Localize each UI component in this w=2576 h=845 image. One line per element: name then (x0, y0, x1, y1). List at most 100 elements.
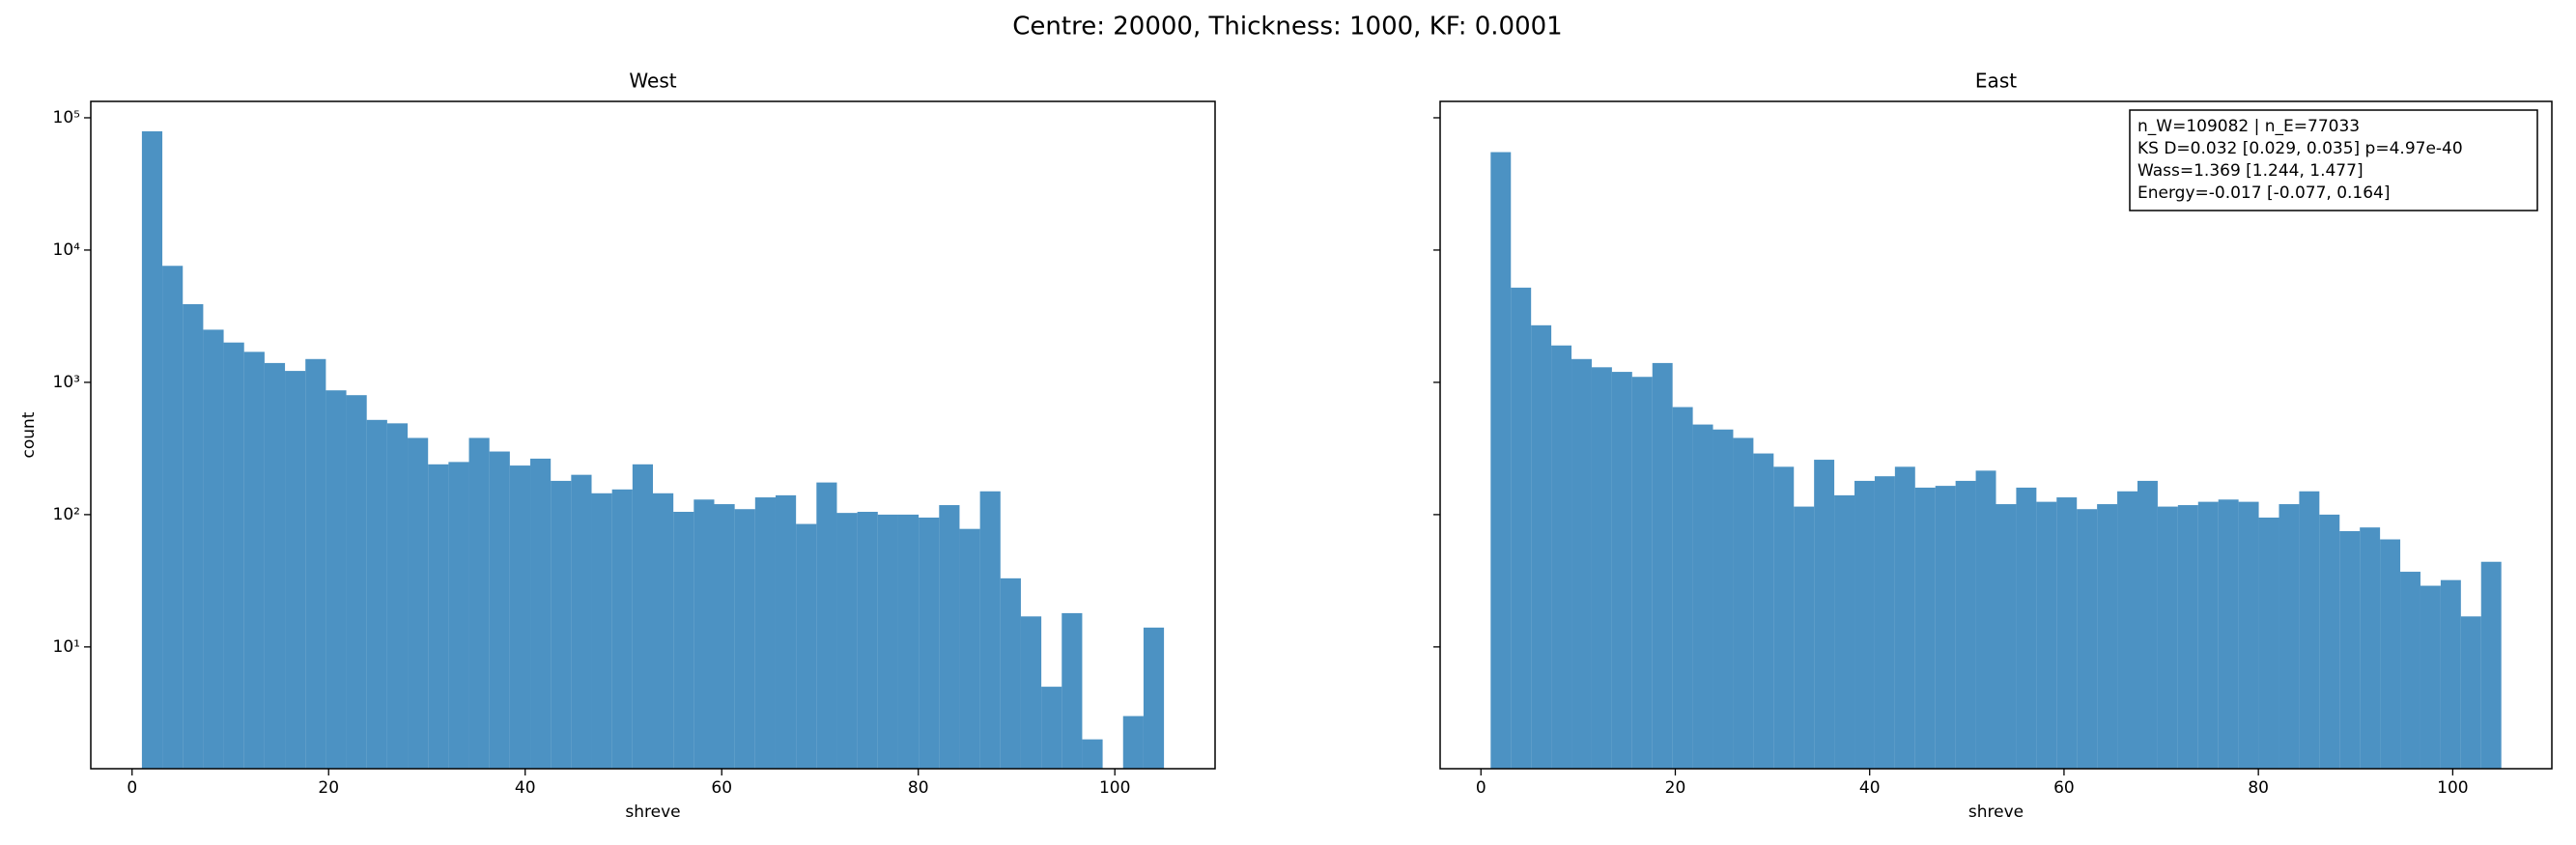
bar (223, 342, 244, 769)
bar (754, 497, 776, 769)
bar (2077, 509, 2098, 769)
bar (162, 266, 184, 769)
bar (877, 514, 898, 769)
axes-frame (90, 100, 1216, 770)
bar (1571, 358, 1592, 769)
bar (1935, 486, 1956, 769)
bar (1631, 377, 1653, 769)
bar (571, 474, 592, 769)
bar (591, 493, 612, 769)
bars (1490, 152, 2502, 769)
bar (183, 303, 204, 769)
x-tick-label: 40 (1859, 778, 1881, 798)
bar (2238, 501, 2259, 769)
bar (243, 352, 265, 769)
bar (979, 491, 1001, 769)
x-tick-label: 80 (2248, 778, 2269, 798)
bar (2117, 491, 2137, 769)
bar (1894, 466, 1915, 769)
bar (2197, 501, 2219, 769)
bar (1652, 362, 1673, 769)
bar (2440, 579, 2461, 769)
x-tick-label: 20 (318, 778, 339, 798)
bar (1955, 480, 1976, 769)
annotation-box (2129, 109, 2538, 211)
bar (2218, 499, 2239, 769)
bar (2177, 505, 2198, 769)
bar (1020, 616, 1042, 769)
x-tick-label: 60 (2053, 778, 2075, 798)
bar (285, 371, 306, 769)
bars (141, 130, 1165, 769)
bar (2380, 539, 2401, 769)
bar (1000, 577, 1021, 769)
y-tick-label: 10⁵ (53, 108, 80, 127)
bar (2097, 504, 2118, 769)
y-tick-label: 10¹ (53, 637, 80, 657)
bar (1551, 345, 1572, 769)
bar (653, 493, 674, 769)
bar (1490, 152, 1512, 769)
bar (2137, 480, 2158, 769)
bar (530, 458, 552, 769)
bar (2480, 561, 2502, 769)
bar (2056, 497, 2078, 769)
bar (1143, 627, 1165, 769)
x-tick-label: 40 (515, 778, 536, 798)
bar (1122, 716, 1144, 769)
bar (1975, 470, 1996, 769)
bar (551, 480, 572, 769)
annotation-line: KS D=0.032 [0.029, 0.035] p=4.97e-40 (2137, 139, 2463, 158)
bar (1511, 287, 1532, 769)
bar (796, 523, 817, 769)
bar (1874, 476, 1895, 769)
x-tick-label: 100 (2437, 778, 2468, 798)
bar (489, 451, 510, 769)
bar (694, 499, 715, 769)
bar (1531, 324, 1552, 769)
bar (1794, 506, 1815, 769)
bar (509, 465, 531, 769)
bar (2339, 531, 2361, 769)
bar (2299, 491, 2320, 769)
bar (2420, 585, 2441, 769)
bar (305, 358, 326, 769)
bar (857, 511, 878, 769)
figure-title: Centre: 20000, Thickness: 1000, KF: 0.00… (1012, 13, 1562, 42)
bar (448, 462, 469, 769)
bar (1814, 460, 1835, 769)
bar (326, 390, 347, 769)
axes-title: West (629, 70, 676, 93)
y-tick-label: 10³ (53, 373, 80, 392)
bar (2400, 572, 2420, 769)
y-tick-label: 10⁴ (53, 240, 81, 260)
bar (632, 464, 653, 769)
bar (734, 509, 755, 769)
bar (775, 494, 797, 769)
bar (2036, 501, 2057, 769)
annotation-line: Wass=1.369 [1.244, 1.477] (2137, 161, 2364, 181)
bar (1996, 504, 2017, 769)
bar (959, 528, 980, 769)
bar (1591, 367, 1612, 769)
annotation-line: n_W=109082 | n_E=77033 (2137, 117, 2360, 136)
bar (673, 511, 694, 769)
bar (1854, 480, 1875, 769)
x-tick-label: 100 (1099, 778, 1130, 798)
bar (2157, 506, 2178, 769)
bar (468, 437, 490, 769)
bar (2319, 514, 2340, 769)
x-tick-label: 0 (127, 778, 137, 798)
x-axis-label: shreve (1968, 803, 2024, 822)
axes-title: East (1975, 70, 2017, 93)
bar (897, 514, 920, 769)
bar (1611, 372, 1632, 769)
bar (1773, 466, 1795, 769)
bar (1082, 739, 1103, 769)
bar (428, 464, 449, 769)
y-tick-label: 10² (53, 505, 80, 524)
bar (2460, 616, 2481, 769)
bar (203, 329, 224, 769)
bar (1672, 407, 1693, 769)
